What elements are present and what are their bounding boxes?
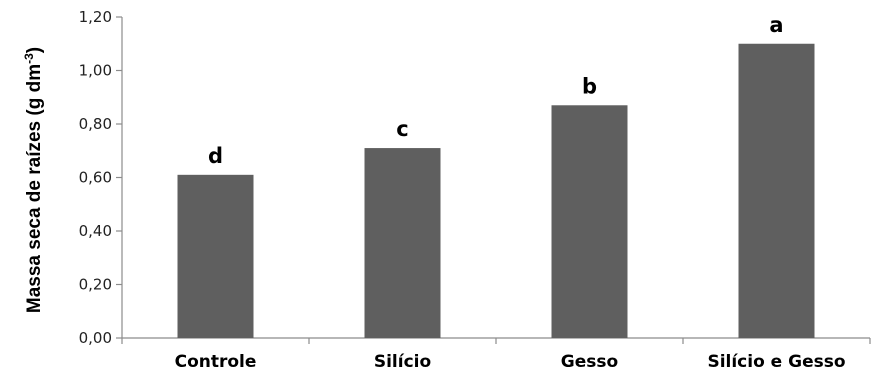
y-tick-label: 1,00	[79, 62, 112, 80]
data-label: d	[208, 144, 223, 168]
y-tick-label: 0,80	[79, 115, 112, 133]
y-tick-label: 0,20	[79, 276, 112, 294]
data-label: c	[396, 117, 408, 141]
bar	[364, 148, 441, 338]
y-tick-label: 0,00	[79, 329, 112, 347]
data-labels: d c b a	[208, 13, 784, 168]
x-tick-label: Silício	[374, 352, 431, 372]
y-tick-label: 1,20	[79, 8, 112, 26]
y-axis-title-superscript: -3	[22, 53, 36, 64]
x-tick-label: Controle	[175, 352, 257, 372]
data-label: a	[769, 13, 783, 37]
y-axis-title: Massa seca de raízes (g dm-3)	[22, 47, 45, 313]
bar	[177, 174, 254, 338]
y-ticks: 0,00 0,20 0,40 0,60 0,80 1,00 1,20	[79, 8, 122, 347]
x-labels: Controle Silício Gesso Silício e Gesso	[175, 352, 846, 372]
bars	[177, 43, 815, 339]
y-tick-label: 0,60	[79, 169, 112, 187]
x-tick-label: Gesso	[561, 352, 618, 372]
x-tick-label: Silício e Gesso	[707, 352, 845, 372]
data-label: b	[582, 74, 597, 98]
y-axis-title-text: Massa seca de raízes (g dm	[24, 64, 45, 313]
y-axis-title-close: )	[24, 47, 45, 53]
bar	[551, 105, 628, 339]
bar	[738, 43, 815, 338]
y-axis-title-group: Massa seca de raízes (g dm-3)	[22, 47, 45, 313]
y-tick-label: 0,40	[79, 222, 112, 240]
